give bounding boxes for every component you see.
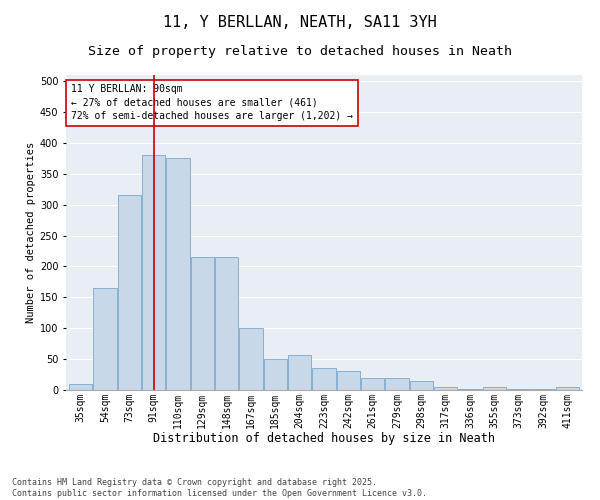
Bar	[532, 389, 554, 390]
Bar	[142, 156, 165, 390]
Bar	[410, 380, 433, 390]
Text: Contains HM Land Registry data © Crown copyright and database right 2025.
Contai: Contains HM Land Registry data © Crown c…	[12, 478, 427, 498]
Bar	[337, 372, 360, 390]
Bar	[458, 389, 482, 390]
Bar	[556, 387, 579, 390]
X-axis label: Distribution of detached houses by size in Neath: Distribution of detached houses by size …	[153, 432, 495, 445]
Bar	[385, 378, 409, 390]
Text: Size of property relative to detached houses in Neath: Size of property relative to detached ho…	[88, 45, 512, 58]
Bar	[288, 355, 311, 390]
Bar	[69, 384, 92, 390]
Bar	[191, 257, 214, 390]
Bar	[361, 378, 384, 390]
Bar	[215, 257, 238, 390]
Bar	[507, 389, 530, 390]
Text: 11, Y BERLLAN, NEATH, SA11 3YH: 11, Y BERLLAN, NEATH, SA11 3YH	[163, 15, 437, 30]
Bar	[118, 196, 141, 390]
Bar	[239, 328, 263, 390]
Bar	[434, 387, 457, 390]
Bar	[264, 359, 287, 390]
Bar	[94, 288, 116, 390]
Bar	[166, 158, 190, 390]
Y-axis label: Number of detached properties: Number of detached properties	[26, 142, 35, 323]
Text: 11 Y BERLLAN: 90sqm
← 27% of detached houses are smaller (461)
72% of semi-detac: 11 Y BERLLAN: 90sqm ← 27% of detached ho…	[71, 84, 353, 121]
Bar	[313, 368, 335, 390]
Bar	[483, 387, 506, 390]
